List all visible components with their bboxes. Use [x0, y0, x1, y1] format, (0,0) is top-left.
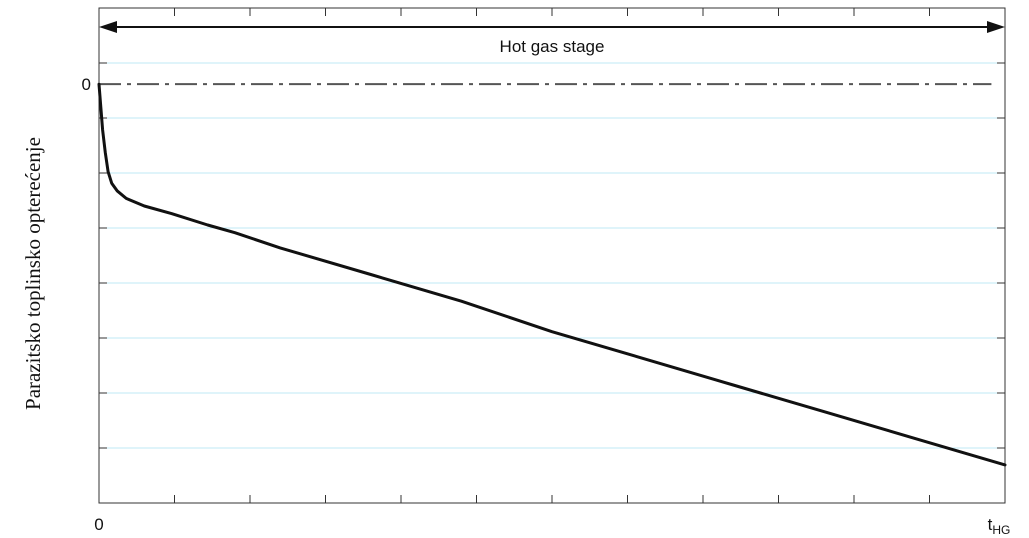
plot-frame [98, 7, 1006, 504]
x-tick-label-end: tHG [988, 515, 1011, 537]
y-axis-label: Parazitsko toplinsko opterećenje [21, 137, 45, 410]
x-tick-label-start: 0 [94, 515, 103, 534]
span-arrow-right-head [987, 21, 1005, 34]
grid-layer [99, 62, 1005, 449]
tick-marks [99, 8, 1005, 503]
span-label: Hot gas stage [500, 37, 605, 56]
series-line [97, 82, 1007, 467]
span-arrow-left-head [99, 21, 117, 34]
y-tick-label-zero: 0 [82, 75, 91, 94]
x-tick-label-end-sub: HG [992, 523, 1010, 537]
hot-gas-stage-span: Hot gas stage [99, 21, 1005, 56]
x-tick-label-end-base: t [988, 515, 993, 534]
